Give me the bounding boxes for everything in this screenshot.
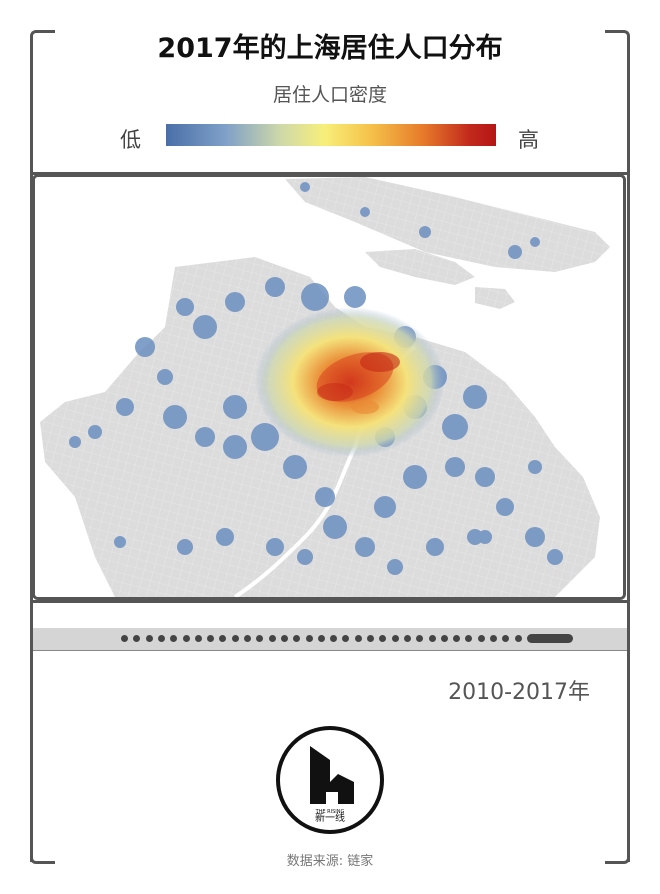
timeline-step-dot[interactable] <box>231 635 239 642</box>
logo-tagline: THE RISING <box>315 809 345 815</box>
timeline-step-dot[interactable] <box>391 635 399 642</box>
frame-right-edge <box>627 40 630 862</box>
panel-top-divider <box>33 172 627 175</box>
timeline-slider[interactable] <box>33 628 627 650</box>
timeline-step-dot[interactable] <box>440 635 448 642</box>
legend-high-label: 高 <box>518 128 539 152</box>
timeline-step-dot[interactable] <box>268 635 276 642</box>
legend-color-bar <box>166 124 496 146</box>
timeline-divider <box>33 650 627 651</box>
timeline-slider-thumb[interactable] <box>527 634 573 643</box>
timeline-step-dot[interactable] <box>133 635 141 642</box>
legend-title: 居住人口密度 <box>272 84 387 106</box>
timeline-step-dot[interactable] <box>465 635 473 642</box>
panel-bottom-divider <box>33 600 627 603</box>
timeline-step-dot[interactable] <box>256 635 264 642</box>
timeline-step-dot[interactable] <box>453 635 461 642</box>
timeline-step-dot[interactable] <box>317 635 325 642</box>
building-logo-icon: THE RISING <box>310 746 354 815</box>
timeline-step-dot[interactable] <box>514 635 522 642</box>
timeline-step-dot[interactable] <box>403 635 411 642</box>
timeline-step-dot[interactable] <box>428 635 436 642</box>
timeline-step-dot[interactable] <box>219 635 227 642</box>
timeline-step-dot[interactable] <box>490 635 497 642</box>
shanghai-density-map <box>35 177 623 597</box>
timeline-step-dot[interactable] <box>121 635 128 642</box>
timeline-step-dot[interactable] <box>157 635 165 642</box>
timeline-step-dot[interactable] <box>194 635 202 642</box>
timeline-step-dot[interactable] <box>367 635 374 642</box>
page-title: 2017年的上海居住人口分布 <box>157 33 503 64</box>
brand-logo: THE RISING 新一线 <box>276 726 384 834</box>
timeline-step-dot[interactable] <box>145 635 153 642</box>
timeline-step-dot[interactable] <box>416 635 424 642</box>
data-source: 数据来源: 链家 <box>286 854 374 869</box>
timeline-step-dot[interactable] <box>354 635 362 642</box>
timeline-step-dot[interactable] <box>182 635 190 642</box>
timeline-step-dot[interactable] <box>379 635 387 642</box>
timeline-step-dot[interactable] <box>170 635 178 642</box>
timeline-step-dot[interactable] <box>330 635 338 642</box>
frame-left-edge <box>30 40 33 862</box>
legend-low-label: 低 <box>120 128 141 152</box>
timeline-step-dot[interactable] <box>244 635 251 642</box>
timeline-step-dot[interactable] <box>342 635 350 642</box>
logo-name: 新一线 <box>315 813 345 824</box>
timeline-step-dot[interactable] <box>293 635 301 642</box>
timeline-step-dot[interactable] <box>477 635 485 642</box>
timeline-step-dot[interactable] <box>502 635 510 642</box>
timeline-range-label: 2010-2017年 <box>448 680 590 705</box>
timeline-step-dot[interactable] <box>280 635 288 642</box>
map-panel[interactable] <box>32 174 626 600</box>
timeline-step-dot[interactable] <box>207 635 215 642</box>
timeline-step-dot[interactable] <box>305 635 313 642</box>
